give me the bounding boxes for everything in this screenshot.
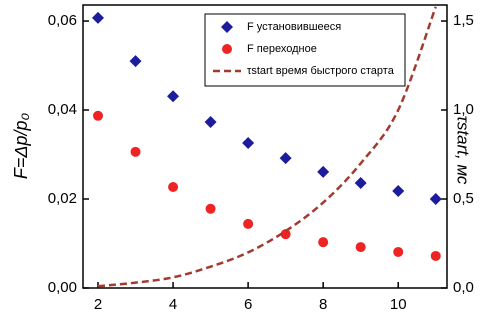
legend-label: τstart время быстрого старта xyxy=(247,65,395,77)
point xyxy=(317,165,330,178)
x-tick-label: 4 xyxy=(169,296,177,313)
y-tick-label: 0,00 xyxy=(48,279,77,296)
legend-box xyxy=(204,13,406,87)
y-tick-label: 0,02 xyxy=(48,190,77,207)
curve xyxy=(97,6,437,288)
point xyxy=(355,242,366,253)
point xyxy=(429,193,442,206)
point xyxy=(167,90,180,103)
x-tick-label: 10 xyxy=(390,296,407,313)
y-tick-label: 0,06 xyxy=(48,12,77,29)
point xyxy=(354,176,367,189)
x-tick-label: 6 xyxy=(244,296,252,313)
point xyxy=(242,136,255,149)
point xyxy=(279,152,292,165)
point xyxy=(205,203,216,214)
y2-tick-label: 0,0 xyxy=(453,279,474,296)
point xyxy=(204,116,217,129)
point xyxy=(129,55,142,68)
point xyxy=(393,246,404,257)
point xyxy=(430,250,441,261)
point xyxy=(318,237,329,248)
y-tick-label: 0,04 xyxy=(48,101,77,118)
plot-frame xyxy=(82,4,448,289)
y2-axis-label: τstart, мс xyxy=(454,116,473,185)
legend-marker xyxy=(222,44,232,54)
x-tick-label: 8 xyxy=(319,296,327,313)
y2-tick-label: 1,0 xyxy=(453,101,474,118)
y-axis-label: F=Δp/p₀ xyxy=(11,112,31,179)
y2-tick-label: 0,5 xyxy=(453,190,474,207)
legend-label: F переходное xyxy=(247,43,317,55)
point xyxy=(243,218,254,229)
legend-marker xyxy=(221,21,233,33)
point xyxy=(392,184,405,197)
x-tick-label: 2 xyxy=(94,296,102,313)
point xyxy=(168,181,179,192)
point xyxy=(280,229,291,240)
point xyxy=(92,11,105,24)
legend-label: F установившееся xyxy=(247,21,341,33)
point xyxy=(93,110,104,121)
point xyxy=(130,146,141,157)
y2-tick-label: 1,5 xyxy=(453,12,474,29)
